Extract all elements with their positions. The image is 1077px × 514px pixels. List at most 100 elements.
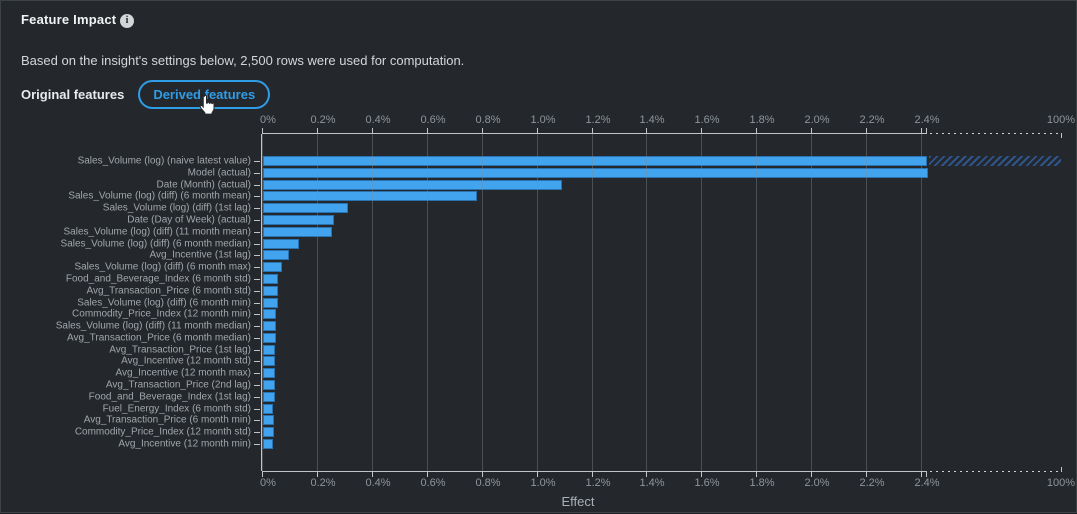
x-gridline	[811, 134, 812, 471]
feature-tick	[254, 361, 260, 362]
feature-tick	[254, 444, 260, 445]
feature-label: Date (Month) (actual)	[156, 179, 251, 191]
x-tick-top	[756, 128, 757, 134]
x-gridline	[756, 134, 757, 471]
info-icon[interactable]: i	[120, 14, 134, 28]
feature-tick	[254, 373, 260, 374]
impact-bar[interactable]	[263, 191, 477, 201]
feature-label: Sales_Volume (log) (diff) (6 month media…	[60, 238, 251, 250]
feature-tick	[254, 326, 260, 327]
feature-tick	[254, 196, 260, 197]
feature-label: Fuel_Energy_Index (6 month std)	[102, 403, 251, 415]
x-tick-bottom	[537, 471, 538, 477]
impact-bar[interactable]	[263, 203, 348, 213]
x-tick-label-bottom: 2.4%	[914, 477, 940, 489]
impact-bar[interactable]	[263, 180, 562, 190]
y-axis	[261, 134, 262, 471]
x-tick-label-top: 0.8%	[475, 114, 501, 126]
impact-bar[interactable]	[263, 215, 334, 225]
x-axis-top-break	[930, 133, 1061, 134]
impact-bar[interactable]	[263, 356, 275, 366]
x-axis-bottom-break	[930, 471, 1061, 472]
impact-bar[interactable]	[263, 262, 282, 272]
x-tick-top	[646, 128, 647, 134]
feature-label: Avg_Transaction_Price (6 month min)	[83, 414, 251, 426]
impact-bar[interactable]	[263, 227, 332, 237]
feature-tick	[254, 173, 260, 174]
x-tick-label-bottom: 0.6%	[420, 477, 446, 489]
x-tick-label-top: 0.4%	[365, 114, 391, 126]
x-tick-top	[592, 128, 593, 134]
feature-tick	[254, 350, 260, 351]
feature-tick	[254, 255, 260, 256]
axis-break-tick-bottom	[926, 471, 927, 477]
x-tick-label-bottom: 1.2%	[585, 477, 611, 489]
x-tick-top	[921, 128, 922, 134]
impact-bar[interactable]	[263, 309, 276, 319]
impact-bar[interactable]	[263, 392, 275, 402]
feature-tick	[254, 267, 260, 268]
impact-bar[interactable]	[263, 168, 928, 178]
feature-label: Avg_Transaction_Price (1st lag)	[109, 344, 251, 356]
impact-bar[interactable]	[263, 380, 275, 390]
computation-note: Based on the insight's settings below, 2…	[21, 53, 465, 68]
x-tick-label-bottom: 1.4%	[639, 477, 665, 489]
feature-label: Avg_Transaction_Price (2nd lag)	[105, 379, 251, 391]
impact-bar[interactable]	[263, 156, 927, 166]
x-tick-label-top: 1.6%	[694, 114, 720, 126]
x-tick-label-bottom: 1.6%	[694, 477, 720, 489]
tab-original-features[interactable]: Original features	[21, 86, 125, 102]
impact-bar[interactable]	[263, 239, 299, 249]
x-tick-100-top	[1061, 133, 1062, 138]
x-tick-top	[317, 128, 318, 134]
x-tick-bottom	[372, 471, 373, 477]
x-tick-label-top: 1.8%	[749, 114, 775, 126]
x-tick-bottom	[427, 471, 428, 477]
x-tick-label-top: 2.4%	[914, 114, 940, 126]
impact-bar[interactable]	[263, 321, 276, 331]
x-tick-label-bottom: 0%	[260, 477, 276, 489]
feature-label: Avg_Incentive (12 month std)	[121, 355, 251, 367]
feature-label: Sales_Volume (log) (naive latest value)	[77, 155, 251, 167]
x-gridline	[427, 134, 428, 471]
impact-bar[interactable]	[263, 439, 273, 449]
feature-label: Sales_Volume (log) (diff) (6 month min)	[77, 297, 251, 308]
impact-bar[interactable]	[263, 404, 273, 414]
impact-bar[interactable]	[263, 333, 276, 343]
impact-bar[interactable]	[263, 250, 289, 260]
feature-label: Model (actual)	[187, 167, 251, 179]
feature-tick	[254, 279, 260, 280]
feature-label: Sales_Volume (log) (diff) (1st lag)	[102, 202, 251, 214]
x-tick-label-bottom: 1.0%	[530, 477, 556, 489]
impact-bar[interactable]	[263, 415, 274, 425]
feature-tick	[254, 314, 260, 315]
x-tick-top	[427, 128, 428, 134]
x-tick-bottom	[756, 471, 757, 477]
x-tick-label-top: 0.6%	[420, 114, 446, 126]
x-tick-top	[262, 128, 263, 134]
x-tick-bottom	[646, 471, 647, 477]
feature-tick	[254, 291, 260, 292]
impact-bar[interactable]	[263, 368, 275, 378]
page-title: Feature Impact	[21, 12, 117, 27]
feature-tick	[254, 232, 260, 233]
x-tick-label-bottom: 1.8%	[749, 477, 775, 489]
feature-label: Date (Day of Week) (actual)	[127, 214, 251, 226]
impact-bar[interactable]	[263, 274, 278, 284]
feature-tick	[254, 432, 260, 433]
x-tick-top	[372, 128, 373, 134]
feature-label: Sales_Volume (log) (diff) (11 month mean…	[63, 226, 252, 238]
impact-bar[interactable]	[263, 345, 275, 355]
impact-bar[interactable]	[263, 298, 278, 308]
feature-tick	[254, 220, 260, 221]
feature-label: Avg_Incentive (1st lag)	[149, 249, 251, 261]
impact-bar[interactable]	[263, 286, 278, 296]
x-tick-top	[811, 128, 812, 134]
x-gridline	[921, 134, 922, 471]
feature-tick	[254, 409, 260, 410]
feature-label: Food_and_Beverage_Index (1st lag)	[88, 391, 251, 403]
impact-bar[interactable]	[263, 427, 274, 437]
feature-label: Avg_Transaction_Price (6 month median)	[67, 332, 251, 344]
feature-label: Food_and_Beverage_Index (6 month std)	[65, 273, 251, 285]
